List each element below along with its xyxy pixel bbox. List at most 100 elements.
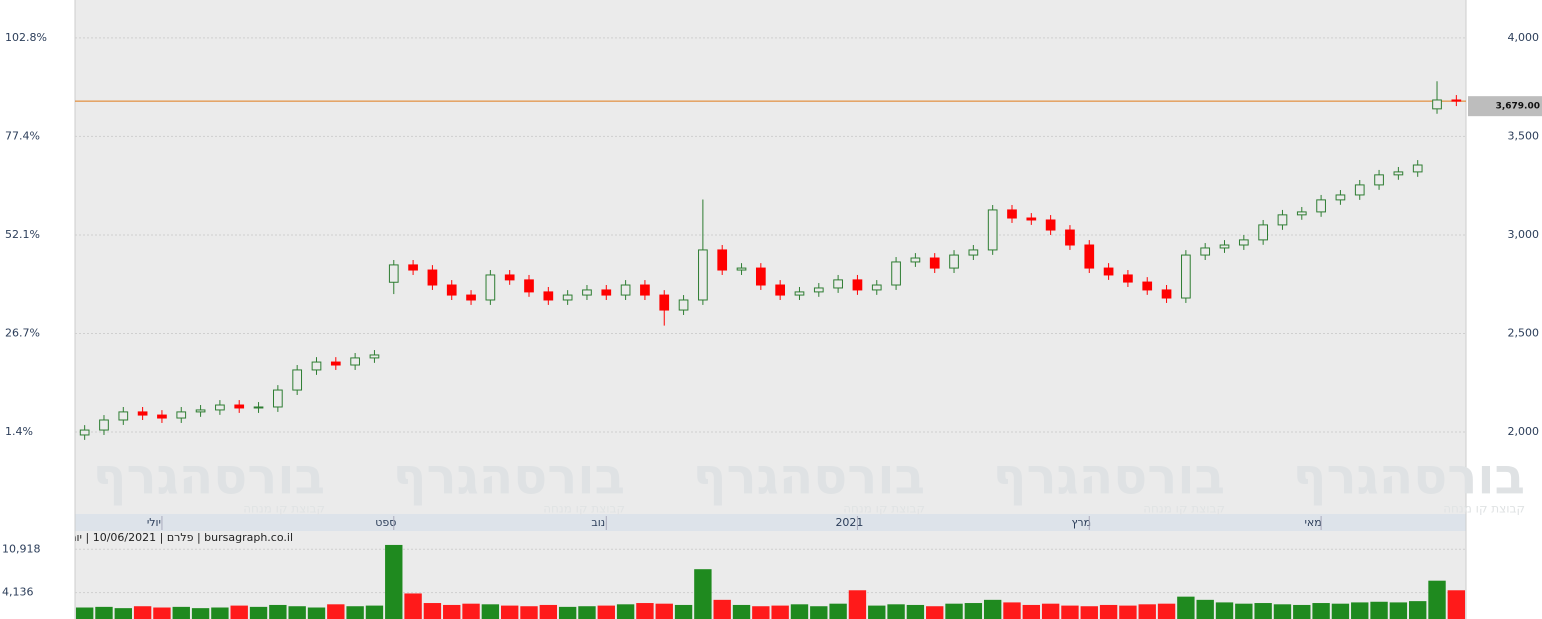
candle-body [1277, 214, 1288, 226]
candle-body [794, 291, 805, 296]
plot-bg [75, 0, 1466, 514]
x-tick-label: מרץ [1071, 516, 1091, 529]
candle-body [350, 357, 360, 366]
volume-bar [423, 603, 442, 619]
candle-body [504, 274, 515, 281]
volume-bar [365, 605, 384, 619]
candle-body [1374, 174, 1384, 186]
volume-bar [211, 607, 229, 619]
volume-bar [616, 604, 635, 619]
volume-bar [172, 606, 190, 619]
candle-body [659, 294, 670, 311]
volume-bar [1351, 602, 1369, 619]
y2-tick-label: 26.7% [5, 327, 40, 340]
candle-body [620, 284, 631, 296]
volume-bar [597, 605, 615, 619]
volume-bar [481, 604, 500, 619]
volume-bar [829, 603, 847, 619]
volume-bar [385, 544, 403, 619]
candle-body [466, 294, 476, 301]
y-tick-label: 2,500 [1508, 326, 1540, 339]
volume-bar [1041, 603, 1060, 619]
info-line: bursagraph.co.il | פלרם | 10/06/2021 | י… [75, 531, 293, 544]
x-axis-band [75, 514, 1466, 531]
candle-body [1200, 247, 1211, 256]
volume-bar [926, 606, 944, 619]
candle-body [968, 249, 979, 256]
candle-body [1084, 244, 1095, 269]
candle-body [1393, 171, 1404, 176]
volume-tick-label: 4,136 [2, 586, 34, 599]
candle-body [176, 411, 187, 419]
candle-body [543, 291, 554, 301]
volume-bar [404, 593, 422, 619]
volume-bar [558, 606, 577, 619]
x-tick-label: ספט [375, 516, 396, 529]
candle-body [215, 404, 225, 411]
y2-tick-label: 102.8% [5, 31, 47, 44]
candle-body [1238, 239, 1249, 246]
candle-body [485, 274, 496, 301]
volume-bar [1389, 602, 1408, 619]
candle-body [852, 279, 863, 291]
volume-bar [1215, 602, 1234, 619]
watermark-sub: קבוצת קו מנחה [1143, 502, 1225, 516]
y-tick-label: 3,000 [1508, 228, 1540, 241]
candle-body [582, 289, 592, 296]
volume-bar [1447, 590, 1466, 619]
watermark: בורסהגרף [1293, 448, 1525, 506]
candle-body [1316, 199, 1326, 213]
candle-body [330, 361, 341, 366]
volume-bar [674, 604, 693, 619]
candle-body [833, 279, 843, 289]
candle-body [601, 289, 612, 296]
volume-bar [887, 604, 905, 619]
candle-body [1451, 99, 1462, 102]
volume-bar [346, 606, 364, 619]
candle-body [234, 404, 245, 409]
y2-tick-label: 77.4% [5, 130, 40, 143]
candle-body [562, 294, 573, 301]
volume-bar [964, 603, 983, 619]
candle-body [253, 406, 264, 409]
volume-bar [327, 604, 345, 619]
candle-body [1142, 281, 1153, 291]
volume-bar [462, 603, 480, 619]
candle-body [1181, 254, 1191, 299]
volume-bar [732, 604, 751, 619]
watermark-sub: קבוצת קו מנחה [843, 502, 925, 516]
candle-body [1412, 164, 1423, 173]
volume-bar [153, 607, 171, 619]
watermark: בורסהגרף [693, 448, 925, 506]
candle-body [987, 209, 998, 251]
volume-bar [133, 606, 152, 619]
candle-body [195, 409, 206, 413]
watermark: בורסהגרף [993, 448, 1225, 506]
candle-body [717, 249, 728, 271]
candle-body [118, 411, 129, 421]
volume-bar [1235, 603, 1253, 619]
x-tick-label: 2021 [835, 516, 863, 529]
volume-bar [868, 605, 886, 619]
volume-bar [1138, 604, 1156, 619]
volume-bar [114, 608, 132, 619]
volume-bar [1003, 602, 1021, 619]
y-tick-label: 3,500 [1508, 129, 1540, 142]
volume-bar [191, 608, 210, 619]
volume-bar [443, 604, 461, 619]
candle-body [446, 284, 457, 296]
watermark-sub: קבוצת קו מנחה [243, 502, 325, 516]
candle-body [640, 284, 650, 296]
x-tick-label: נוב [591, 516, 605, 529]
candle-body [1007, 209, 1017, 219]
volume-bar [1293, 604, 1311, 619]
volume-bar [1196, 599, 1214, 619]
y2-tick-label: 1.4% [5, 425, 33, 438]
volume-bar [1312, 603, 1330, 619]
volume-bar [771, 605, 789, 619]
volume-bar [95, 606, 113, 619]
y-tick-label: 4,000 [1508, 31, 1540, 44]
volume-bar [1061, 605, 1079, 619]
